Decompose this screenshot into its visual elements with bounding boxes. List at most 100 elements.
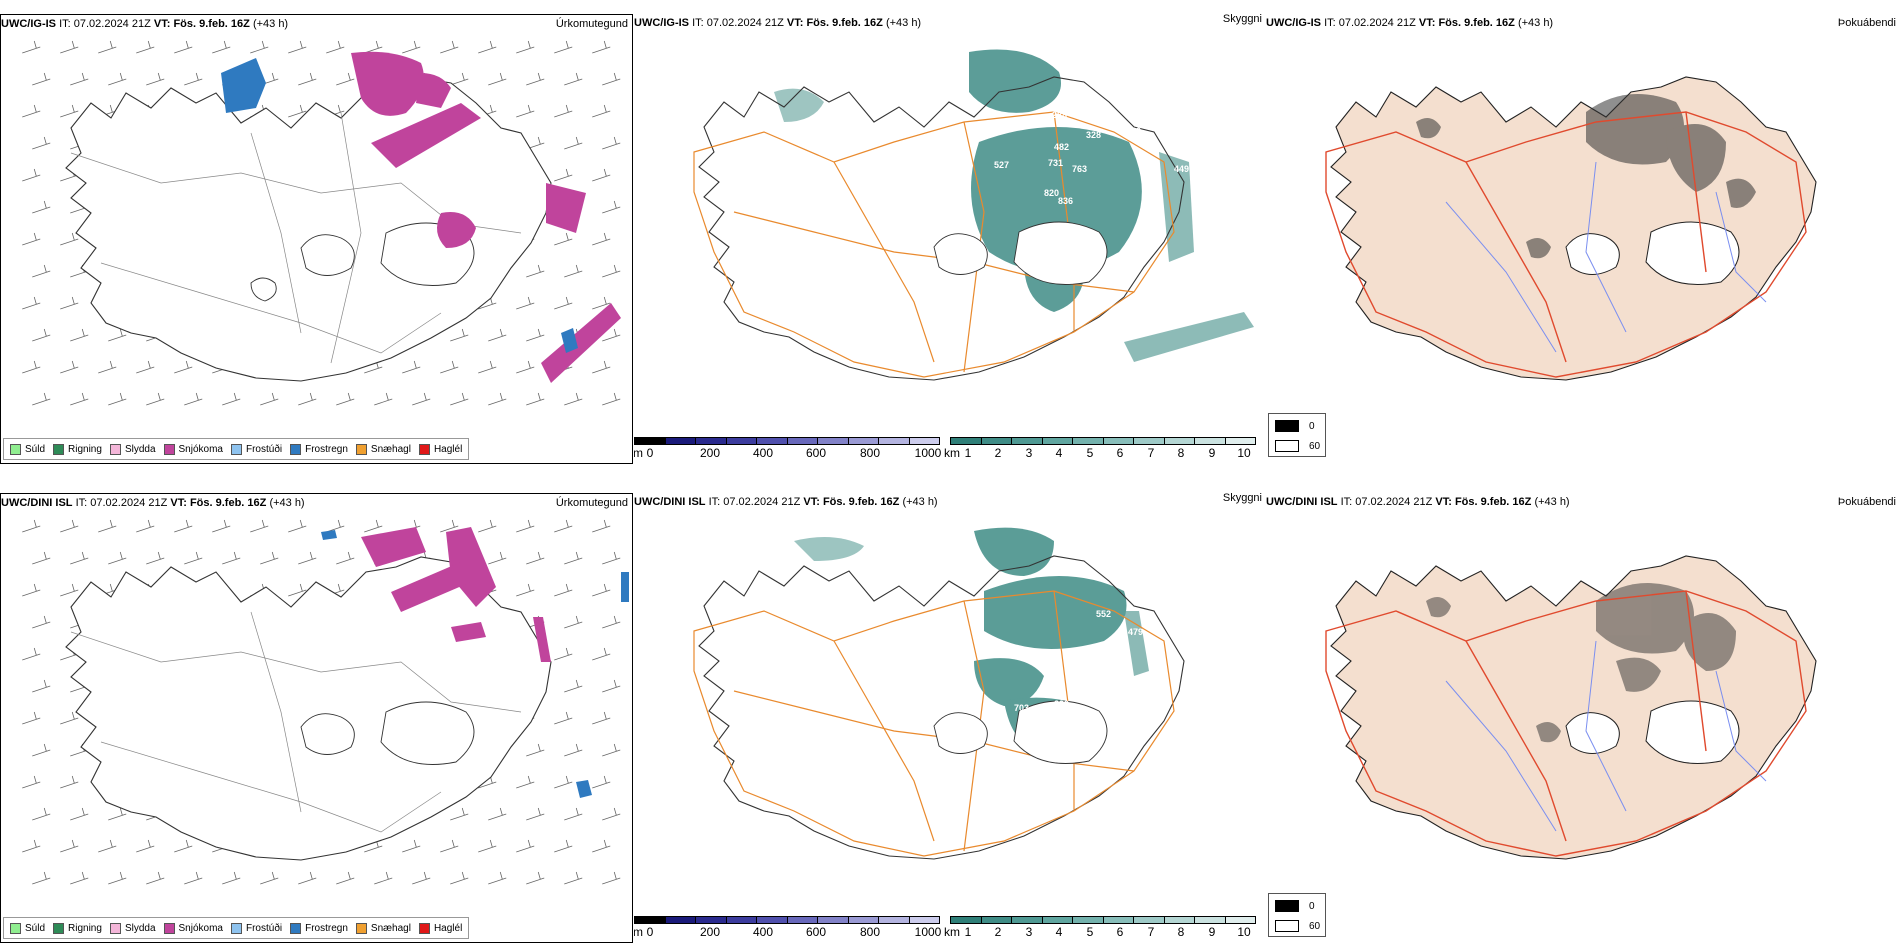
legend-label: 0 — [1309, 420, 1315, 432]
fog-legend-row2: 0 60 — [1268, 893, 1326, 937]
swatch — [418, 922, 430, 934]
scale-tick: 600 — [805, 925, 827, 939]
scale-tick: 200 — [699, 446, 721, 460]
fog-map — [1325, 555, 1817, 860]
swatch — [355, 922, 367, 934]
legend-item: Rigning — [53, 922, 102, 934]
scale-tick: 0 — [646, 925, 654, 939]
cloud-base-label: 406 — [1112, 703, 1127, 713]
legend-item: Haglél — [418, 443, 462, 455]
scale-tick: 400 — [752, 446, 774, 460]
scale-tick: 800 — [859, 925, 881, 939]
legend-item: Snjókoma — [163, 443, 223, 455]
it-label: IT: — [59, 18, 71, 30]
cloud-areas — [774, 49, 1254, 362]
legend-label: Slydda — [124, 443, 156, 455]
panel-type-label: Úrkomutegund — [555, 497, 628, 509]
iceland-outline — [65, 77, 552, 382]
legend-label: Rigning — [68, 922, 102, 934]
model-name: UWC/DINI ISL — [634, 496, 706, 508]
cloud-base-label: 462 — [1044, 667, 1059, 677]
iceland-outline — [698, 555, 1185, 860]
it-value: 07.02.2024 21Z — [706, 17, 784, 29]
precip-map — [22, 519, 629, 885]
visibility-colorbar — [950, 437, 1256, 445]
fog-panel-row2: UWC/DINI ISL IT: 07.02.2024 21Z VT: Fös.… — [1266, 493, 1900, 893]
it-value: 07.02.2024 21Z — [1355, 496, 1433, 508]
legend-item: Snæhagl — [355, 443, 411, 455]
legend-item: Frostúði — [230, 922, 282, 934]
scale-tick: 0 — [646, 446, 654, 460]
cloud-base-label: 552 — [1096, 609, 1111, 619]
cloud-base-label: 890 — [1054, 699, 1069, 709]
scale-tick: 8 — [1177, 925, 1185, 939]
scale-tick: 4 — [1055, 446, 1063, 460]
scale-tick: 3 — [1025, 446, 1033, 460]
lead-time: (+43 h) — [885, 17, 922, 29]
cloud-base-label: 479 — [1128, 627, 1143, 637]
legend-item: Frostregn — [290, 443, 348, 455]
scale-tick: 3 — [1025, 925, 1033, 939]
precip-type-legend: Súld Rigning Slydda Snjókoma Frostúði Fr… — [3, 438, 470, 460]
legend-label: Snæhagl — [370, 443, 411, 455]
model-name: UWC/DINI ISL — [1, 497, 73, 509]
rivers — [1445, 161, 1767, 353]
scale-tick: 1000 — [914, 446, 942, 460]
legend-label: Súld — [25, 922, 46, 934]
scale-tick: 7 — [1147, 925, 1155, 939]
roads — [1325, 590, 1807, 857]
precip-panel-row1: UWC/IG-IS IT: 07.02.2024 21Z VT: Fös. 9.… — [0, 14, 633, 464]
iceland-outline — [65, 556, 552, 861]
fog-panel-row1: UWC/IG-IS IT: 07.02.2024 21Z VT: Fös. 9.… — [1266, 14, 1900, 414]
legend-label: 0 — [1309, 900, 1315, 912]
cloud-base-label: 288 — [1052, 110, 1067, 120]
swatch — [53, 443, 65, 455]
glaciers — [933, 700, 1108, 764]
scale-tick: 7 — [1147, 446, 1155, 460]
swatch — [1275, 440, 1299, 452]
precip-type-legend: Súld Rigning Slydda Snjókoma Frostúði Fr… — [3, 917, 470, 939]
legend-label: Frostregn — [305, 443, 348, 455]
iceland-outline — [1330, 555, 1817, 860]
cloud-base-scale: m 0 200 400 600 800 1000 — [634, 916, 944, 940]
scale-tick: 9 — [1208, 446, 1216, 460]
fog-legend-row1: 0 60 — [1268, 413, 1326, 457]
cloud-base-label: 180 — [1126, 126, 1141, 136]
cloud-base-label: 920 — [1200, 170, 1215, 180]
legend-item: Slydda — [109, 443, 156, 455]
cloud-base-label: 527 — [994, 160, 1009, 170]
swatch — [109, 443, 121, 455]
legend-label: Rigning — [68, 443, 102, 455]
swatch — [290, 922, 302, 934]
lead-time: (+43 h) — [1517, 17, 1554, 29]
model-name: UWC/IG-IS — [1, 18, 56, 30]
legend-label: 60 — [1309, 440, 1321, 452]
it-label: IT: — [692, 17, 704, 29]
lead-time: (+43 h) — [269, 497, 305, 509]
it-value: 07.02.2024 21Z — [1338, 17, 1416, 29]
visibility-scale: km 1 2 3 4 5 6 7 8 9 10 — [944, 916, 1266, 940]
vt-label: VT: — [1418, 17, 1436, 29]
panel-type-label: Úrkomutegund — [555, 18, 628, 30]
swatch — [163, 922, 175, 934]
fog-legend-item: 60 — [1275, 440, 1320, 452]
precip-areas — [221, 51, 621, 383]
glaciers — [1565, 221, 1740, 285]
fog-legend-item: 0 — [1275, 900, 1315, 912]
panel-header: UWC/DINI ISL IT: 07.02.2024 21Z VT: Fös.… — [634, 493, 1266, 511]
scale-tick: 9 — [1208, 925, 1216, 939]
scale-tick: 2 — [994, 446, 1002, 460]
scale-tick: 800 — [859, 446, 881, 460]
it-value: 07.02.2024 21Z — [73, 18, 151, 30]
it-label: IT: — [708, 496, 721, 508]
swatch — [10, 922, 21, 934]
cloud-base-scale: m 0 200 400 600 800 1000 — [634, 437, 944, 461]
legend-label: Haglél — [433, 922, 463, 934]
legend-label: Snæhagl — [370, 922, 411, 934]
panel-type-label: Þokuábendi — [1837, 496, 1896, 508]
vt-label: VT: — [786, 17, 804, 29]
legend-item: Snæhagl — [355, 922, 411, 934]
panel-header: UWC/DINI ISL IT: 07.02.2024 21Z VT: Fös.… — [1266, 493, 1900, 511]
scale-tick: 400 — [752, 925, 774, 939]
legend-label: Frostregn — [305, 922, 348, 934]
